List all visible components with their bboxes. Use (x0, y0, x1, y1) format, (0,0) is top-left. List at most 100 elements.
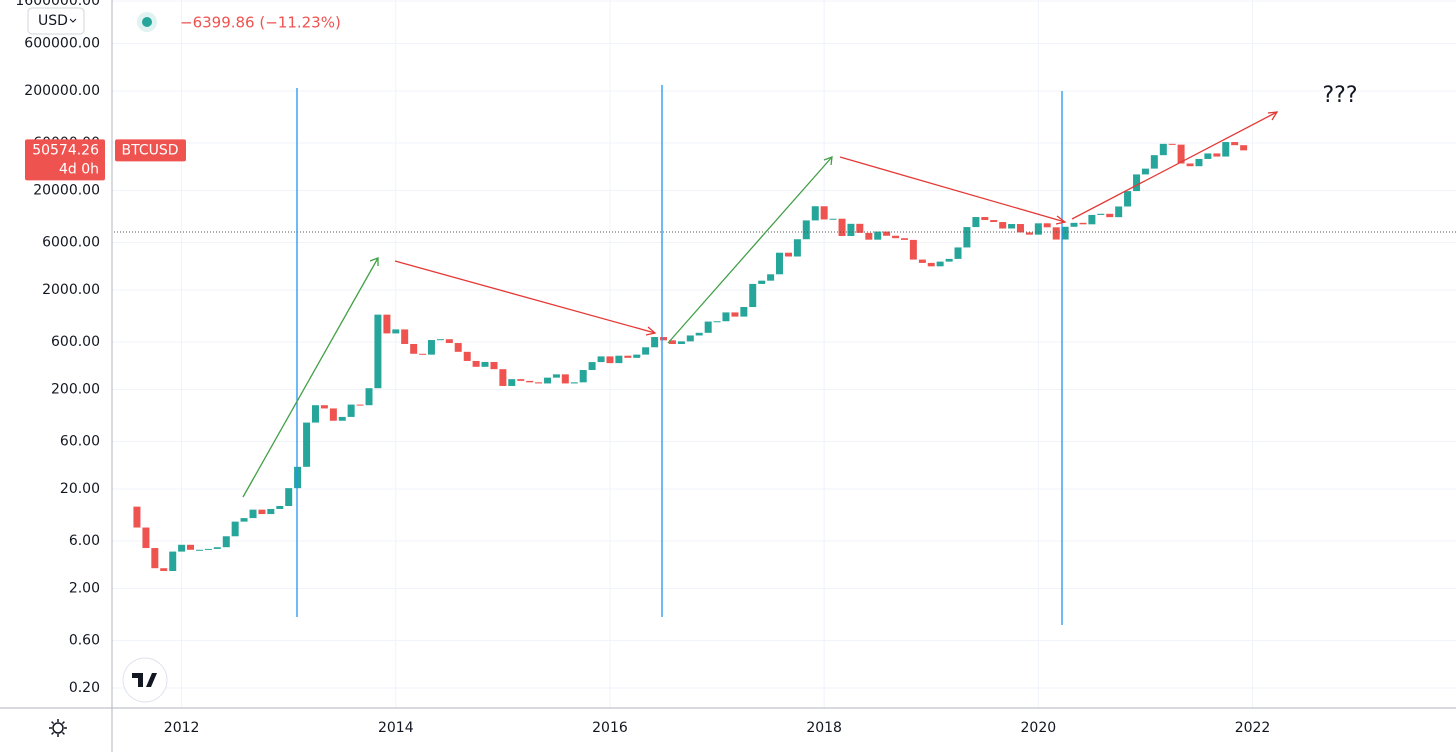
candle-body (365, 388, 373, 406)
candle-body (1016, 224, 1024, 233)
candle-body (1070, 222, 1078, 227)
candle-body (615, 355, 623, 364)
candle-body (151, 548, 159, 569)
price-axis (0, 0, 112, 708)
symbol-box (115, 139, 186, 162)
candle-body (401, 329, 409, 344)
candle-body (793, 239, 801, 257)
currency[interactable]: USD (38, 13, 68, 29)
logo-mark (132, 673, 157, 687)
drawings (242, 85, 1279, 625)
candle-body (1213, 153, 1221, 157)
candle-body (954, 247, 962, 259)
candle-body (981, 217, 989, 221)
candle-body (419, 353, 427, 355)
candle-body (222, 536, 230, 548)
candle-body (918, 259, 926, 263)
candle-body (597, 356, 605, 363)
candle-body (668, 340, 676, 344)
settings-icon[interactable] (49, 719, 67, 737)
countdown: 4d 0h (59, 161, 99, 177)
candle-body (767, 274, 775, 281)
candle-body (972, 217, 980, 228)
candle-body (820, 206, 828, 220)
candle-body (276, 505, 284, 509)
logo[interactable] (122, 657, 168, 703)
candle-body (1150, 155, 1158, 169)
candle-body (713, 321, 721, 323)
currency-button[interactable] (27, 7, 85, 35)
y-tick-label: 6.00 (69, 533, 100, 549)
candle-body (142, 527, 150, 549)
candle-body (561, 374, 569, 384)
candle-body (1186, 163, 1194, 167)
x-tick-label: 2014 (378, 720, 414, 736)
y-tick-label: 0.60 (69, 633, 100, 649)
candle-body (990, 220, 998, 223)
y-tick-label: 20000.00 (33, 182, 100, 198)
candle-body (1043, 223, 1051, 228)
arrow (394, 260, 657, 336)
candle-body (320, 405, 328, 409)
candle-body (1115, 206, 1123, 218)
candle-body (481, 361, 489, 367)
candle-body (945, 258, 953, 262)
candle-body (642, 347, 650, 355)
candle-body (927, 262, 935, 267)
candle-body (695, 332, 703, 336)
candle-body (606, 356, 614, 364)
candle-body (329, 408, 337, 421)
candle-body (570, 382, 578, 384)
candle-body (1168, 143, 1176, 145)
y-tick-label: 600000.00 (24, 35, 100, 51)
candle-body (1106, 213, 1114, 218)
candle-body (865, 232, 873, 240)
candle-body (383, 314, 391, 334)
candle-body (517, 379, 525, 381)
candle-body (303, 422, 311, 467)
candle-body (909, 239, 917, 260)
candle-body (472, 360, 480, 367)
candle-body (526, 380, 534, 383)
candle-body (445, 339, 453, 344)
candle-body (240, 518, 248, 522)
candle-body (1124, 191, 1132, 207)
arrow (1071, 111, 1279, 220)
symbol: BTCUSD (121, 142, 178, 158)
candle-body (686, 335, 694, 342)
dropdown-icon (69, 18, 77, 23)
candle-body (677, 341, 685, 344)
candle-body (1052, 227, 1060, 240)
candle-body (579, 369, 587, 383)
candle-body (213, 547, 221, 549)
candle-body (811, 206, 819, 221)
candle-body (535, 382, 543, 384)
candle-body (436, 339, 444, 341)
candle-body (267, 508, 275, 515)
arrow (839, 156, 1067, 225)
y-tick-label: 2000.00 (42, 282, 100, 298)
candle-body (427, 340, 435, 355)
candle-body (588, 362, 596, 370)
candle-body (454, 343, 462, 352)
candle-body (463, 351, 471, 361)
candle-body (311, 405, 319, 423)
candle-body (829, 218, 837, 220)
candle-body (704, 321, 712, 333)
candle-body (1141, 168, 1149, 175)
candle-body (838, 218, 846, 236)
x-tick-label: 2020 (1021, 720, 1057, 736)
candle-body (900, 238, 908, 240)
candle-body (758, 280, 766, 284)
candle-body (874, 231, 882, 240)
candle-body (936, 261, 944, 267)
candle-body (856, 223, 864, 233)
y-tick-label: 600.00 (51, 334, 100, 350)
candle-body (204, 548, 212, 550)
candle-body (490, 361, 498, 370)
candle-body (1204, 153, 1212, 159)
candle-body (963, 227, 971, 248)
y-tick-label: 2.00 (69, 581, 100, 597)
candle-body (633, 354, 641, 358)
candle-body (1097, 213, 1105, 215)
